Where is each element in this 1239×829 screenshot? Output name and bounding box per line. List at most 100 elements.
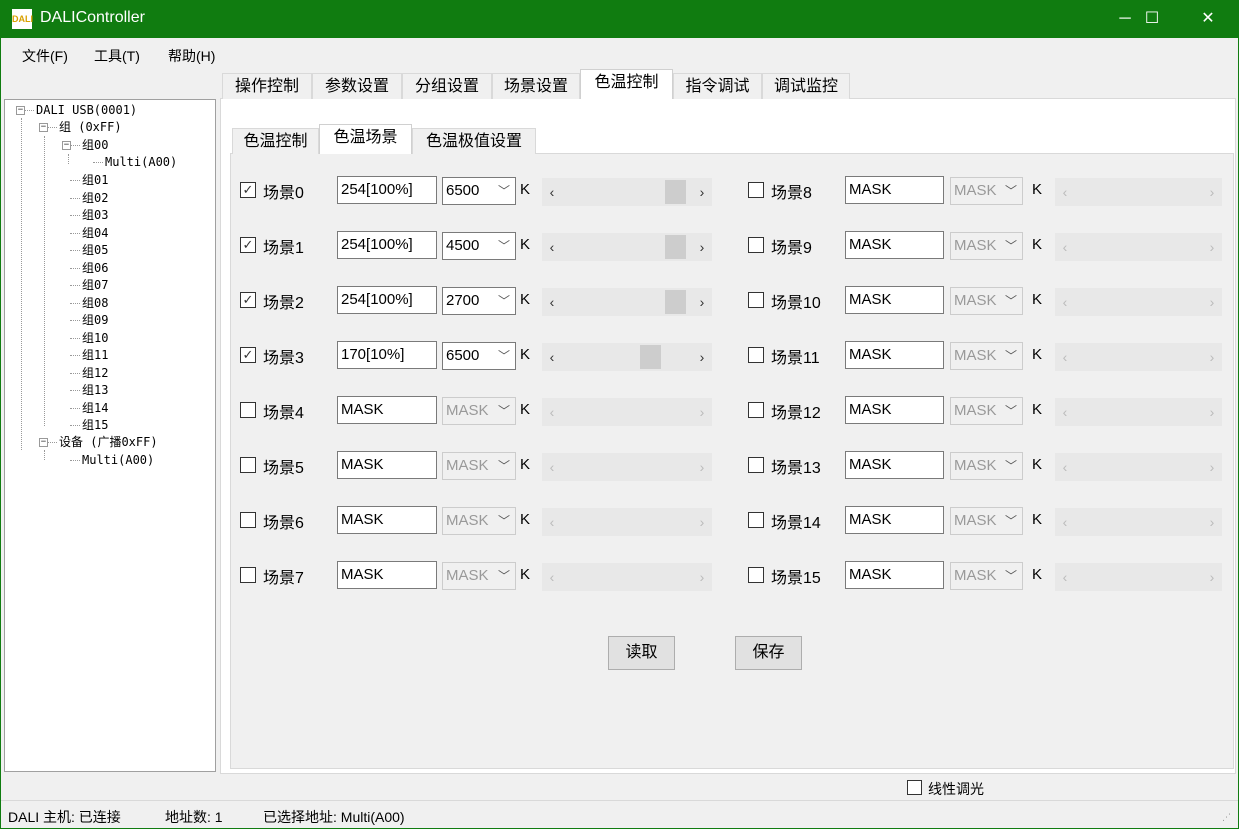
- scene-cct-slider[interactable]: ‹ ›: [1055, 398, 1222, 426]
- tree-group[interactable]: 组00: [82, 138, 109, 152]
- scene-level-input[interactable]: MASK: [337, 506, 437, 534]
- chevron-left-icon[interactable]: ‹: [1062, 404, 1068, 420]
- chevron-left-icon[interactable]: ‹: [549, 349, 555, 365]
- device-tree[interactable]: − DALI USB(0001) − 组 (0xFF) − 组00 Multi(A00) 组0…: [4, 99, 216, 772]
- subtab-2[interactable]: 色温极值设置: [412, 128, 536, 154]
- tab-1[interactable]: 参数设置: [312, 73, 402, 99]
- tree-group[interactable]: 组13: [82, 383, 109, 397]
- scene-cct-slider[interactable]: ‹ ›: [542, 398, 712, 426]
- minimize-button[interactable]: ─: [1119, 10, 1131, 27]
- scene-level-input[interactable]: 254[100%]: [337, 176, 437, 204]
- tree-group[interactable]: 组04: [82, 225, 109, 240]
- tree-group[interactable]: 组07: [82, 278, 109, 292]
- chevron-left-icon[interactable]: ‹: [1062, 184, 1068, 200]
- scene-checkbox[interactable]: [748, 512, 764, 528]
- scene-cct-select[interactable]: MASK ﹀: [950, 287, 1023, 315]
- menu-file[interactable]: 文件(F): [22, 48, 68, 64]
- chevron-right-icon[interactable]: ›: [1209, 569, 1215, 585]
- scene-cct-select[interactable]: MASK ﹀: [442, 507, 516, 535]
- tree-devices[interactable]: 设备 (广播0xFF): [59, 435, 158, 449]
- scene-cct-slider[interactable]: ‹ ›: [542, 343, 712, 371]
- menu-tools[interactable]: 工具(T): [94, 48, 140, 64]
- slider-thumb[interactable]: [665, 290, 686, 314]
- scene-checkbox[interactable]: [240, 512, 256, 528]
- tree-group[interactable]: 组02: [82, 190, 109, 205]
- chevron-right-icon[interactable]: ›: [1209, 349, 1215, 365]
- tab-3[interactable]: 场景设置: [492, 73, 580, 99]
- scene-level-input[interactable]: MASK: [845, 341, 944, 369]
- scene-checkbox[interactable]: [240, 402, 256, 418]
- chevron-right-icon[interactable]: ›: [1209, 459, 1215, 475]
- chevron-right-icon[interactable]: ›: [699, 404, 705, 420]
- tree-device[interactable]: Multi(A00): [82, 453, 155, 467]
- scene-level-input[interactable]: MASK: [845, 451, 944, 479]
- chevron-right-icon[interactable]: ›: [699, 294, 705, 310]
- chevron-left-icon[interactable]: ‹: [1062, 239, 1068, 255]
- scene-cct-select[interactable]: 4500 ﹀: [442, 232, 516, 260]
- chevron-right-icon[interactable]: ›: [699, 514, 705, 530]
- tree-group[interactable]: 组09: [82, 313, 109, 327]
- scene-cct-slider[interactable]: ‹ ›: [1055, 563, 1222, 591]
- tree-group[interactable]: 组03: [82, 208, 109, 222]
- tree-group[interactable]: 组14: [82, 400, 109, 415]
- scene-level-input[interactable]: MASK: [845, 176, 944, 204]
- scene-cct-slider[interactable]: ‹ ›: [542, 508, 712, 536]
- close-button[interactable]: ✕: [1201, 10, 1215, 27]
- scene-level-input[interactable]: 170[10%]: [337, 341, 437, 369]
- chevron-left-icon[interactable]: ‹: [549, 239, 555, 255]
- chevron-right-icon[interactable]: ›: [699, 349, 705, 365]
- tab-4[interactable]: 色温控制: [580, 69, 673, 99]
- subtab-0[interactable]: 色温控制: [232, 128, 319, 154]
- scene-level-input[interactable]: MASK: [845, 561, 944, 589]
- tab-0[interactable]: 操作控制: [222, 73, 312, 99]
- chevron-left-icon[interactable]: ‹: [549, 514, 555, 530]
- subtab-1[interactable]: 色温场景: [319, 124, 412, 154]
- scene-checkbox[interactable]: ✓: [240, 292, 256, 308]
- scene-cct-select[interactable]: MASK ﹀: [442, 397, 516, 425]
- tree-group-all[interactable]: 组 (0xFF): [59, 120, 122, 134]
- scene-cct-select[interactable]: MASK ﹀: [950, 507, 1023, 535]
- tree-group[interactable]: 组12: [82, 365, 109, 380]
- scene-checkbox[interactable]: [748, 457, 764, 473]
- slider-thumb[interactable]: [639, 345, 661, 369]
- scene-cct-slider[interactable]: ‹ ›: [542, 288, 712, 316]
- scene-cct-slider[interactable]: ‹ ›: [1055, 178, 1222, 206]
- scene-cct-slider[interactable]: ‹ ›: [542, 178, 712, 206]
- slider-thumb[interactable]: [665, 235, 686, 259]
- linear-dimming-checkbox[interactable]: [907, 780, 922, 795]
- chevron-left-icon[interactable]: ‹: [549, 184, 555, 200]
- scene-checkbox[interactable]: [748, 347, 764, 363]
- scene-cct-select[interactable]: MASK ﹀: [950, 232, 1023, 260]
- scene-level-input[interactable]: 254[100%]: [337, 286, 437, 314]
- scene-cct-slider[interactable]: ‹ ›: [542, 563, 712, 591]
- scene-checkbox[interactable]: [240, 567, 256, 583]
- chevron-right-icon[interactable]: ›: [1209, 239, 1215, 255]
- chevron-left-icon[interactable]: ‹: [1062, 569, 1068, 585]
- scene-cct-select[interactable]: MASK ﹀: [950, 397, 1023, 425]
- scene-cct-select[interactable]: 6500 ﹀: [442, 177, 516, 205]
- scene-checkbox[interactable]: [748, 402, 764, 418]
- maximize-button[interactable]: ☐: [1144, 10, 1160, 27]
- chevron-left-icon[interactable]: ‹: [1062, 294, 1068, 310]
- scene-cct-select[interactable]: MASK ﹀: [442, 452, 516, 480]
- tree-group[interactable]: 组11: [82, 348, 109, 362]
- scene-cct-select[interactable]: MASK ﹀: [950, 452, 1023, 480]
- scene-cct-slider[interactable]: ‹ ›: [542, 453, 712, 481]
- save-button[interactable]: 保存: [735, 636, 802, 670]
- resize-grip-icon[interactable]: ⋰: [1222, 812, 1231, 822]
- tree-group[interactable]: 组06: [82, 260, 109, 275]
- chevron-left-icon[interactable]: ‹: [1062, 459, 1068, 475]
- scene-cct-slider[interactable]: ‹ ›: [542, 233, 712, 261]
- scene-cct-slider[interactable]: ‹ ›: [1055, 233, 1222, 261]
- scene-cct-select[interactable]: MASK ﹀: [950, 342, 1023, 370]
- tree-group[interactable]: 组08: [82, 295, 109, 310]
- menu-help[interactable]: 帮助(H): [168, 48, 216, 64]
- scene-cct-select[interactable]: 6500 ﹀: [442, 342, 516, 370]
- scene-level-input[interactable]: MASK: [845, 286, 944, 314]
- scene-cct-slider[interactable]: ‹ ›: [1055, 508, 1222, 536]
- chevron-right-icon[interactable]: ›: [699, 184, 705, 200]
- chevron-right-icon[interactable]: ›: [699, 569, 705, 585]
- scene-cct-slider[interactable]: ‹ ›: [1055, 288, 1222, 316]
- tab-5[interactable]: 指令调试: [673, 73, 762, 99]
- scene-cct-slider[interactable]: ‹ ›: [1055, 453, 1222, 481]
